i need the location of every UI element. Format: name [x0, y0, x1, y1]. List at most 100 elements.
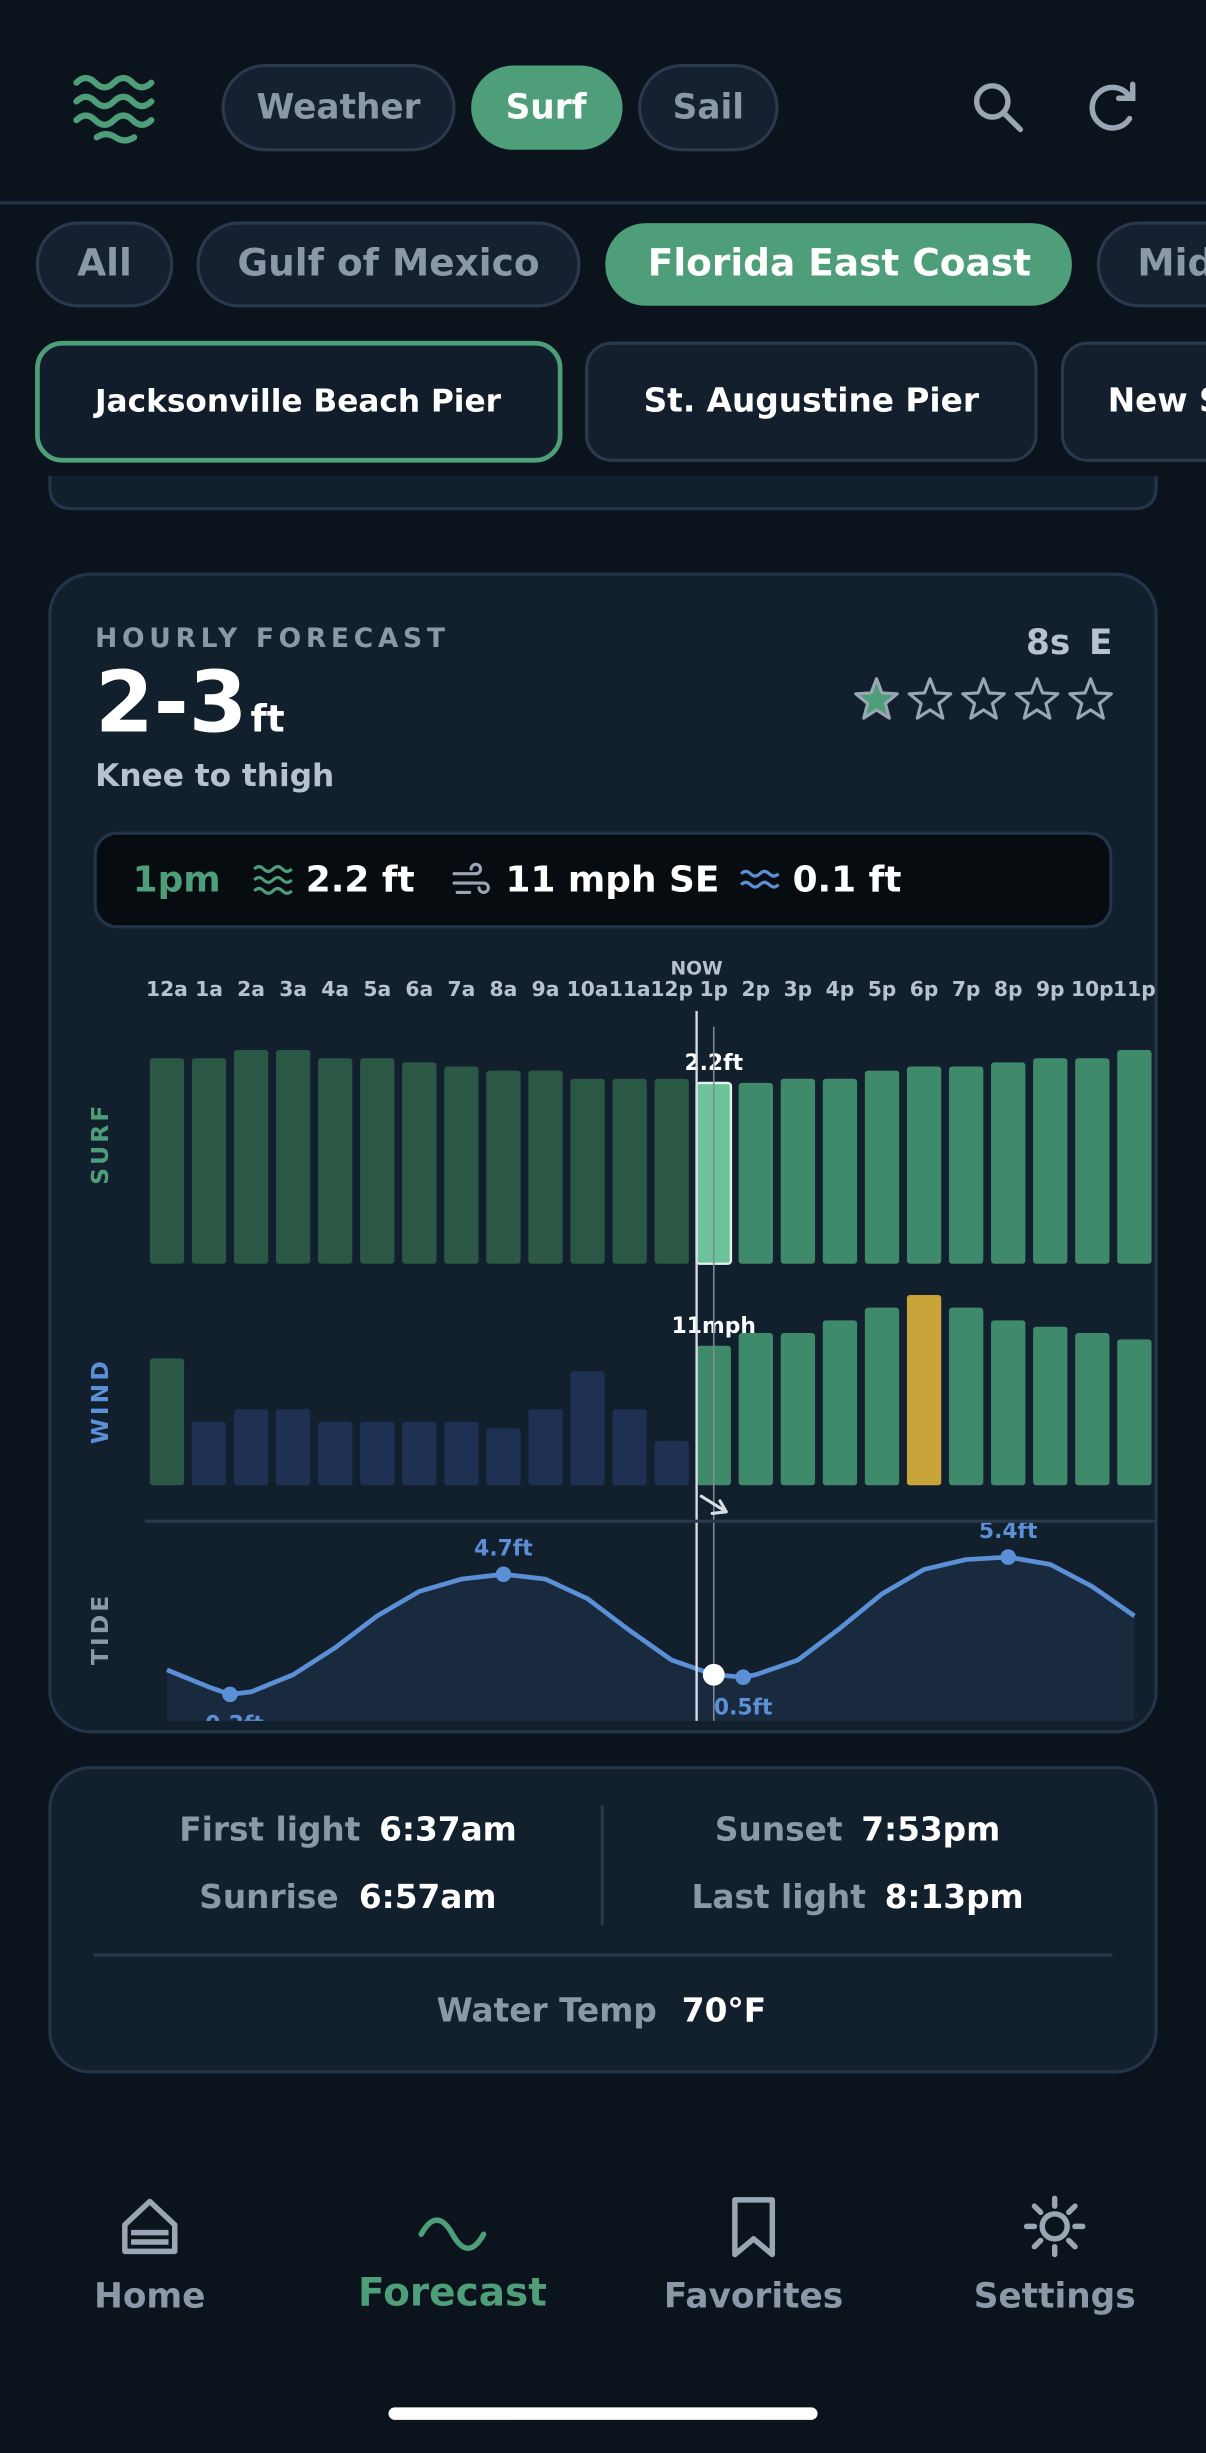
- current-surf: 2.2 ft: [306, 860, 415, 901]
- nav-label[interactable]: Forecast: [358, 2271, 547, 2316]
- surf-bar: [318, 1058, 353, 1264]
- card-heading: HOURLY FORECAST: [95, 623, 449, 654]
- spot-label[interactable]: St. Augustine Pier: [644, 382, 980, 420]
- region-chip[interactable]: [35, 221, 174, 308]
- wind-bar: [822, 1320, 858, 1486]
- wind-bar: [864, 1307, 900, 1486]
- hour-label: 11a: [609, 977, 651, 1001]
- surf-bar: [864, 1070, 900, 1264]
- star: [854, 677, 899, 720]
- region-label[interactable]: Mid-Atlantic: [1137, 241, 1206, 285]
- spot-card[interactable]: [1060, 341, 1206, 462]
- region-label[interactable]: Gulf of Mexico: [237, 241, 539, 285]
- region-chip[interactable]: [605, 223, 1072, 306]
- hour-label: 10p: [1071, 977, 1114, 1001]
- surf-bar: [191, 1058, 227, 1264]
- hour-label: 4a: [321, 977, 349, 1001]
- region-label[interactable]: All: [77, 241, 132, 285]
- wind-bar: [318, 1421, 353, 1486]
- wind-bar: [612, 1409, 647, 1486]
- hour-label: 10a: [567, 977, 609, 1001]
- hour-label: 7a: [447, 977, 475, 1001]
- surf-icon: [253, 865, 293, 895]
- surf-bar: [738, 1082, 773, 1264]
- surf-bar: [780, 1078, 816, 1264]
- hour-label: 9a: [532, 977, 560, 1001]
- wave-description: Knee to thigh: [95, 758, 334, 794]
- home-icon[interactable]: [122, 2198, 178, 2255]
- sun-value: 6:37am: [379, 1811, 517, 1849]
- hour-label: 7p: [952, 977, 981, 1001]
- region-chip[interactable]: [196, 221, 581, 308]
- spot-card[interactable]: [35, 340, 563, 463]
- hour-label: 2p: [742, 977, 771, 1001]
- wind-bar: [402, 1421, 437, 1486]
- wind-bar: [906, 1294, 942, 1486]
- tab-surf[interactable]: [471, 65, 623, 150]
- tide-point: [1000, 1549, 1017, 1565]
- settings-icon[interactable]: [1023, 2195, 1086, 2258]
- tab-label[interactable]: Weather: [257, 88, 421, 128]
- tide-label: TIDE: [86, 1593, 114, 1666]
- surf-bar: [275, 1050, 311, 1264]
- wind-bar: [780, 1333, 816, 1486]
- current-time: 1pm: [133, 860, 221, 901]
- tide-label: 0.5ft: [714, 1695, 773, 1720]
- wind-bar: [360, 1421, 395, 1486]
- spot-label[interactable]: New Smyrna Beach: [1108, 382, 1206, 420]
- surf-bar: [402, 1062, 437, 1264]
- spot-label[interactable]: Jacksonville Beach Pier: [93, 384, 502, 420]
- tab-label[interactable]: Surf: [506, 88, 588, 128]
- wind-bar: [1075, 1333, 1110, 1486]
- surf-bar: [991, 1062, 1026, 1264]
- tide-point: [735, 1669, 752, 1686]
- nav-label[interactable]: Favorites: [664, 2277, 843, 2317]
- home-indicator: [388, 2407, 818, 2420]
- nav-label[interactable]: Home: [94, 2277, 205, 2317]
- surf-bar: [444, 1066, 479, 1264]
- hour-label: 9p: [1036, 977, 1065, 1001]
- tab-weather[interactable]: [221, 63, 456, 152]
- forecast-icon[interactable]: [418, 2217, 487, 2251]
- card-edge: [48, 475, 1158, 511]
- tab-label[interactable]: Sail: [673, 88, 744, 128]
- hour-label: 12a: [146, 977, 188, 1001]
- current-tide: 0.1 ft: [793, 860, 902, 901]
- wind-bar: [948, 1307, 984, 1486]
- region-label[interactable]: Florida East Coast: [648, 241, 1031, 285]
- wind-bar: [570, 1371, 605, 1486]
- hour-label: 8a: [490, 977, 518, 1001]
- star: [1014, 677, 1060, 720]
- sun-label: First light: [179, 1811, 360, 1849]
- favorites-icon[interactable]: [732, 2197, 776, 2258]
- wind-bar: [191, 1421, 227, 1486]
- hour-label: 5p: [868, 977, 897, 1001]
- water-temp-label: Water Temp: [437, 1992, 657, 2030]
- rating: [854, 677, 1113, 720]
- wind-bar: [233, 1409, 269, 1486]
- hour-label: 5a: [363, 977, 391, 1001]
- hour-label: 3p: [784, 977, 813, 1001]
- wind-bar: [654, 1440, 689, 1486]
- surf-bar: [486, 1070, 521, 1264]
- now-label: NOW: [670, 958, 723, 979]
- water-temp-value: 70°F: [682, 1992, 766, 2030]
- tab-sail[interactable]: [638, 63, 779, 152]
- refresh-icon[interactable]: [1089, 81, 1136, 131]
- tide-label: 5.4ft: [979, 1519, 1038, 1544]
- tide-point: [495, 1566, 512, 1583]
- surf-label: SURF: [86, 1102, 114, 1184]
- region-chip[interactable]: [1096, 221, 1206, 308]
- tide-icon: [739, 869, 780, 889]
- search-icon[interactable]: [973, 83, 1024, 133]
- spot-card[interactable]: [585, 341, 1038, 462]
- current-wind: 11 mph SE: [506, 860, 720, 901]
- sun-value: 7:53pm: [861, 1811, 1000, 1849]
- hour-label: 6p: [910, 977, 939, 1001]
- surf-bar: [822, 1078, 858, 1264]
- nav-label[interactable]: Settings: [974, 2277, 1136, 2317]
- wind-bar: [1117, 1339, 1152, 1486]
- surf-bar: [612, 1078, 647, 1264]
